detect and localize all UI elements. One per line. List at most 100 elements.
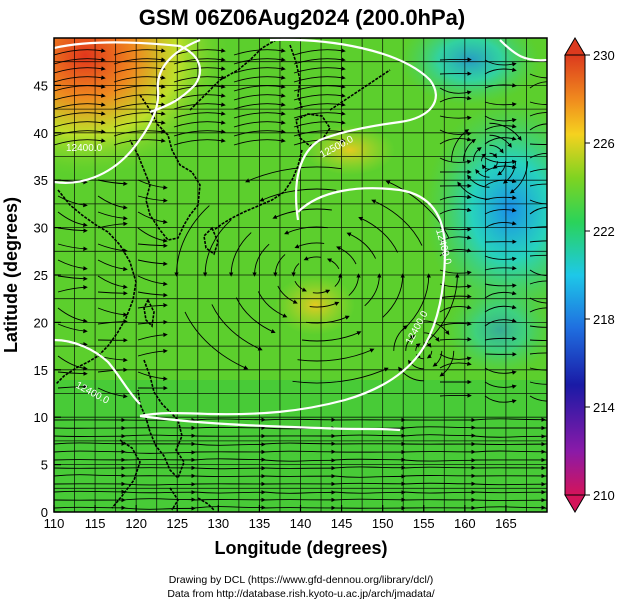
streamline [259, 188, 337, 202]
streamline [484, 395, 517, 404]
streamline [403, 473, 476, 479]
streamline [484, 59, 517, 67]
streamline [489, 122, 522, 141]
streamline [297, 348, 375, 362]
colorbar: 230 226 222 218 214 210 [564, 37, 615, 513]
streamline [334, 273, 343, 287]
streamline [333, 474, 406, 479]
credit-line-1: Drawing by DCL (https://www.gfd-dennou.o… [169, 574, 434, 586]
y-axis-label: Latitude (degrees) [1, 197, 21, 353]
streamline [439, 305, 472, 313]
coastline-korea-manchuria [129, 94, 201, 241]
streamline [173, 138, 226, 146]
streamline [473, 449, 546, 454]
streamline [202, 219, 232, 277]
streamline [439, 57, 472, 62]
streamline [54, 84, 106, 92]
streamline [484, 265, 517, 271]
colorbar-tick-label: 226 [593, 136, 615, 151]
streamline [439, 115, 472, 121]
streamline [403, 458, 476, 463]
streamline [439, 321, 472, 327]
y-tick-label: 0 [41, 505, 48, 520]
streamline [97, 195, 128, 210]
wind-streamlines [54, 48, 547, 511]
streamline [484, 255, 517, 262]
streamline [484, 283, 517, 288]
streamline [97, 211, 128, 221]
streamline [137, 319, 168, 325]
streamline [97, 319, 128, 325]
streamline [54, 120, 106, 128]
y-tick-label: 30 [34, 221, 48, 236]
streamline [184, 311, 249, 370]
streamline [54, 75, 106, 83]
streamline [263, 441, 336, 447]
streamline [97, 179, 128, 186]
streamline [424, 273, 460, 345]
streamline [137, 227, 168, 243]
streamline [57, 259, 88, 271]
y-tick-label: 25 [34, 268, 48, 283]
streamline [137, 243, 168, 248]
streamline [193, 417, 266, 422]
streamline [473, 505, 546, 510]
coastline-asia-mainland [55, 189, 137, 385]
streamline [529, 254, 547, 257]
streamline [484, 290, 517, 299]
streamline [57, 243, 88, 251]
streamline [291, 263, 300, 277]
streamline [137, 211, 168, 225]
streamline [57, 323, 88, 334]
streamline [439, 137, 472, 145]
streamline [233, 120, 286, 128]
figure-title: GSM 06Z06Aug2024 (200.0hPa) [139, 5, 465, 30]
x-tick-label: 160 [454, 516, 476, 531]
streamline [398, 366, 424, 382]
streamline [475, 168, 490, 178]
contour-line-west-12400 [54, 38, 201, 184]
streamline [484, 178, 517, 187]
streamline [393, 325, 409, 351]
streamline [113, 48, 166, 56]
y-tick-label: 45 [34, 78, 48, 93]
streamline [439, 194, 472, 201]
streamline [193, 425, 266, 431]
x-tick-label: 130 [207, 516, 229, 531]
streamline [54, 93, 106, 101]
x-tick-label: 125 [166, 516, 188, 531]
streamline [348, 273, 361, 296]
streamline [97, 307, 128, 317]
streamline [54, 473, 126, 478]
streamline [484, 83, 517, 89]
streamline [193, 473, 266, 479]
streamline [333, 490, 406, 495]
lat-lon-grid [54, 38, 547, 512]
streamline [543, 507, 547, 509]
streamline [333, 481, 406, 487]
streamline [484, 195, 517, 201]
x-axis-label: Longitude (degrees) [214, 538, 387, 558]
streamline [97, 291, 128, 296]
streamline [193, 505, 266, 510]
streamline [484, 123, 517, 131]
credit-line-2: Data from http://database.rish.kyoto-u.a… [167, 588, 434, 600]
streamline [123, 450, 196, 455]
streamline [385, 180, 450, 239]
streamline [137, 371, 168, 381]
streamline [277, 285, 298, 304]
coastline-hokkaido [295, 113, 331, 147]
x-tick-label: 145 [331, 516, 353, 531]
coastline-kyushu [203, 226, 219, 256]
streamline [346, 232, 376, 259]
streamline [257, 291, 288, 318]
streamline [439, 235, 472, 243]
streamline [57, 285, 88, 293]
colorbar-tick-label: 218 [593, 312, 615, 327]
streamline [57, 195, 88, 208]
temperature-field-warm-spot-2 [275, 275, 355, 335]
streamline [97, 387, 128, 399]
y-tick-label: 15 [34, 363, 48, 378]
streamline [463, 138, 477, 162]
